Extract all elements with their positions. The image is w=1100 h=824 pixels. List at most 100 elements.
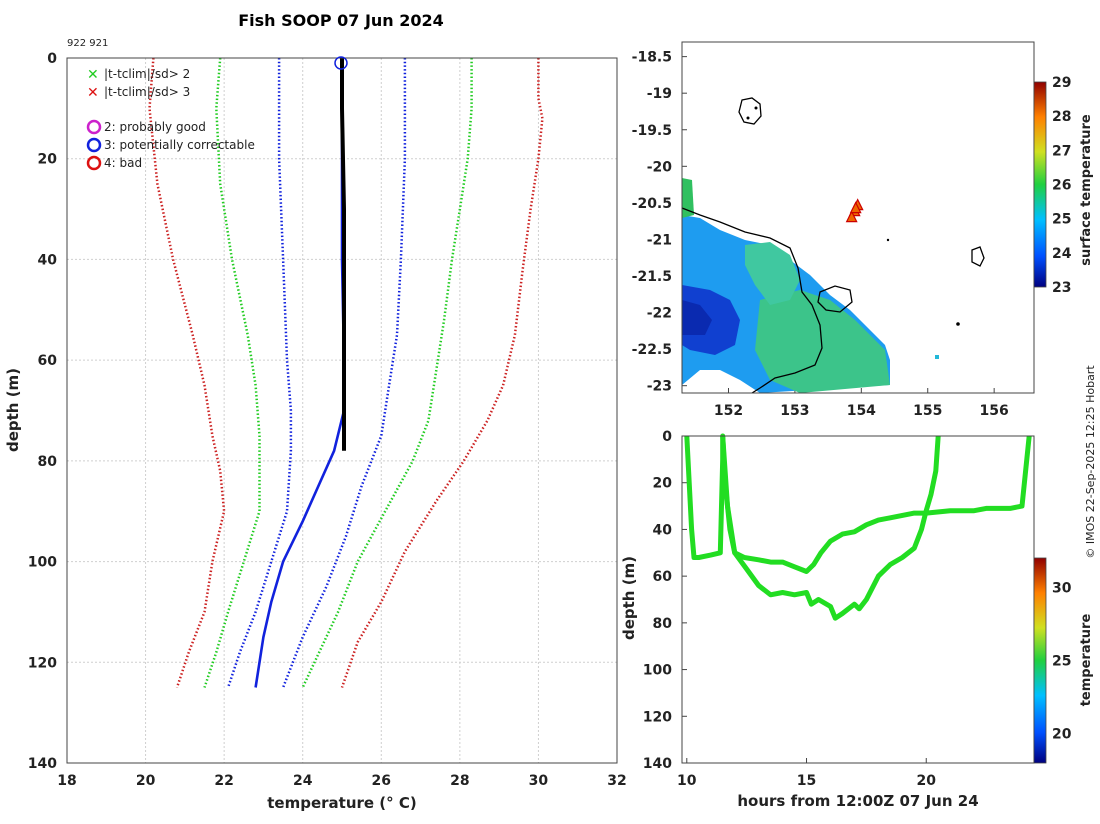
profile-y-tick-label: 80 xyxy=(38,454,58,470)
profile-y-tick-label: 140 xyxy=(28,756,57,772)
profile-y-tick-label: 60 xyxy=(38,353,58,369)
legend-circle-red xyxy=(86,155,102,171)
map-colorbar-tick-label: 24 xyxy=(1052,246,1072,262)
track-x-label: hours from 12:00Z 07 Jun 24 xyxy=(737,792,978,810)
track-series xyxy=(684,433,1032,621)
profile-x-ticks: 18 20 22 24 26 28 30 32 xyxy=(57,773,626,789)
map-colorbar-tick-label: 23 xyxy=(1052,280,1071,296)
map-y-tick-label: -18.5 xyxy=(632,50,672,66)
profile-y-tick-label: 40 xyxy=(38,252,58,268)
map-y-tick-label: -21.5 xyxy=(632,269,672,285)
island-north xyxy=(738,97,762,125)
credit-text: © IMOS 22-Sep-2025 12:25 Hobart xyxy=(1084,365,1097,559)
profile-line-clim-2sd-low xyxy=(203,57,261,688)
map-colorbar-tick-label: 28 xyxy=(1052,109,1071,125)
track-y-tick-label: 120 xyxy=(643,709,672,725)
profile-x-tick-label: 28 xyxy=(450,773,469,789)
track-line-dive-track xyxy=(684,433,1032,574)
flag-triangle xyxy=(849,201,862,214)
profile-line-clim-mean-high xyxy=(281,58,407,688)
sst-far-point xyxy=(935,355,939,359)
profile-x-tick-label: 24 xyxy=(293,773,313,789)
profile-x-tick-label: 32 xyxy=(607,773,626,789)
legend-circle-magenta xyxy=(86,119,102,135)
profile-x-tick-label: 30 xyxy=(529,773,549,789)
profile-chart: 18 20 22 24 26 28 30 32 0 20 40 60 80 100 120 140 temp… xyxy=(4,51,627,812)
track-x-tick-label: 20 xyxy=(917,773,937,789)
profile-ids: 922 921 xyxy=(67,38,108,49)
coastline xyxy=(681,207,823,394)
track-colorbar-tick-label: 25 xyxy=(1052,654,1071,670)
profile-series xyxy=(148,57,544,689)
map-x-tick-label: 152 xyxy=(714,403,743,419)
map-x-tick-label: 154 xyxy=(847,403,876,419)
sst-warm-nearshore xyxy=(745,242,800,305)
profile-y-tick-label: 20 xyxy=(38,152,58,168)
profile-x-label: temperature (° C) xyxy=(267,794,417,812)
track-x-tick-label: 10 xyxy=(677,773,697,789)
map-y-tick-label: -20 xyxy=(647,159,673,175)
map-y-tick-label: -20.5 xyxy=(632,196,672,212)
track-colorbar-ticks: 20 25 30 xyxy=(1052,580,1072,742)
profile-line-clim-3sd-high xyxy=(340,58,544,688)
map-colorbar xyxy=(1033,81,1047,288)
legend-label-2: 2: probably good xyxy=(104,120,206,134)
profile-x-tick-label: 22 xyxy=(214,773,233,789)
profile-line-profile-flagged xyxy=(340,58,346,451)
track-colorbar xyxy=(1033,557,1047,764)
map-y-tick-label: -23 xyxy=(647,379,672,395)
profile-y-tick-label: 0 xyxy=(47,51,57,67)
legend-label-4: 4: bad xyxy=(104,156,142,170)
track-y-tick-label: 100 xyxy=(643,663,672,679)
map-colorbar-label: surface temperature xyxy=(1079,114,1094,266)
track-colorbar-tick-label: 30 xyxy=(1052,580,1072,596)
profile-x-tick-label: 18 xyxy=(57,773,76,789)
reef-dot-1 xyxy=(956,322,960,326)
track-y-label: depth (m) xyxy=(620,556,638,640)
profile-y-tick-label: 100 xyxy=(28,555,57,571)
profile-legend: ✕ |t-tclim|/sd> 2 ✕ |t-tclim|/sd> 3 2: p… xyxy=(86,67,255,171)
profile-x-tick-label: 26 xyxy=(372,773,391,789)
track-y-tick-label: 20 xyxy=(653,476,673,492)
map-colorbar-tick-label: 26 xyxy=(1052,178,1071,194)
profile-y-tick-label: 120 xyxy=(28,655,57,671)
island-east xyxy=(971,246,985,267)
flag-triangle xyxy=(845,210,858,223)
map-y-tick-label: -21 xyxy=(647,232,672,248)
track-y-tick-label: 60 xyxy=(653,569,673,585)
profile-line-clim-mean-low xyxy=(226,58,293,688)
map-colorbar-tick-label: 27 xyxy=(1052,143,1071,159)
map-x-tick-label: 155 xyxy=(913,403,942,419)
profile-x-tick-label: 20 xyxy=(136,773,156,789)
track-line-dive-track-2 xyxy=(720,435,941,621)
legend-cross-green: ✕ xyxy=(87,67,99,83)
map-colorbar-tick-label: 25 xyxy=(1052,212,1071,228)
map-x-ticks: 152 153 154 155 156 xyxy=(714,403,1009,419)
track-y-tick-label: 140 xyxy=(643,756,672,772)
track-y-tick-label: 0 xyxy=(662,429,672,445)
map-colorbar-ticks: 23 24 25 26 27 28 29 xyxy=(1052,75,1072,296)
map-x-tick-label: 153 xyxy=(780,403,809,419)
map-y-ticks: -18.5 -19 -19.5 -20 -20.5 -21 -21.5 -22 -22.5 -23 xyxy=(632,50,673,395)
track-colorbar-label: temperature xyxy=(1079,614,1094,707)
map-y-tick-label: -19.5 xyxy=(632,123,672,139)
sst-mid-patch xyxy=(682,300,712,335)
sst-warm-shelf xyxy=(755,290,890,393)
legend-label-1: |t-tclim|/sd> 3 xyxy=(104,85,190,99)
profile-y-label: depth (m) xyxy=(4,368,22,452)
island-north-dot xyxy=(746,116,750,120)
track-chart: 10 15 20 0 20 40 60 80 100 120 140 hours from 12:… xyxy=(620,429,1094,810)
map-x-tick-label: 156 xyxy=(980,403,1009,419)
track-y-tick-label: 40 xyxy=(653,522,673,538)
legend-cross-red: ✕ xyxy=(87,85,99,101)
profile-line-profile-probe xyxy=(254,58,346,688)
figure-title: Fish SOOP 07 Jun 2024 xyxy=(238,11,444,30)
sst-green-strip xyxy=(682,178,694,218)
profile-frame xyxy=(66,57,618,764)
map-y-tick-label: -19 xyxy=(647,86,672,102)
profile-y-ticks: 0 20 40 60 80 100 120 140 xyxy=(28,51,57,772)
island-central xyxy=(817,285,853,313)
map-y-tick-label: -22 xyxy=(647,306,672,322)
map-position-marker xyxy=(845,198,864,223)
